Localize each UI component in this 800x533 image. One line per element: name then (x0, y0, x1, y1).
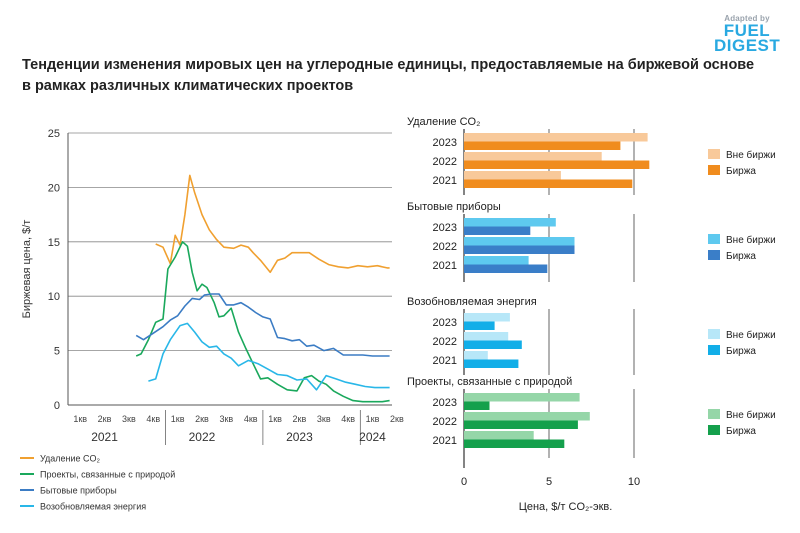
x-tick-label: 2кв (98, 414, 112, 424)
logo: Adapted by FUEL DIGEST (714, 14, 781, 55)
bar-legend-swatch (708, 345, 720, 355)
year-label: 2024 (359, 430, 386, 444)
y-tick-label: 20 (48, 182, 60, 194)
legend-label: Проекты, связанные с природой (40, 470, 175, 480)
bar-legend-label: Биржа (726, 166, 756, 177)
y-axis-label: Биржевая цена, $/т (21, 220, 33, 319)
bar-otc (464, 237, 575, 246)
bar-otc (464, 351, 488, 360)
bar-category-label: 2022 (433, 241, 457, 253)
bar-legend-label: Биржа (726, 251, 756, 262)
bar-otc (464, 152, 602, 161)
bar-exchange (464, 245, 575, 254)
bar-otc (464, 393, 580, 402)
x-tick-label: 3кв (219, 414, 233, 424)
bar-category-label: 2021 (433, 435, 457, 447)
x-tick-label: 1кв (366, 414, 380, 424)
bar-category-label: 2021 (433, 260, 457, 272)
bar-category-label: 2022 (433, 336, 457, 348)
x-tick-label: 2кв (195, 414, 209, 424)
year-label: 2021 (91, 430, 118, 444)
bar-legend-swatch (708, 165, 720, 175)
y-tick-label: 25 (48, 128, 60, 140)
bar-otc (464, 431, 534, 440)
logo-adapted-by: Adapted by (724, 14, 770, 23)
bar-category-label: 2023 (433, 317, 457, 329)
x-tick-label: 1кв (171, 414, 185, 424)
legend-label: Удаление CO₂ (40, 454, 101, 464)
x-tick-label: 1кв (73, 414, 87, 424)
x-tick-label: 4кв (341, 414, 355, 424)
series-line-1 (155, 174, 390, 274)
bar-exchange (464, 340, 522, 349)
page-title: Тенденции изменения мировых цен на углер… (22, 57, 755, 94)
bar-exchange (464, 420, 578, 429)
bar-legend-label: Биржа (726, 426, 756, 437)
bar-category-label: 2022 (433, 156, 457, 168)
logo-digest: DIGEST (714, 36, 781, 55)
legend-label: Бытовые приборы (40, 486, 117, 496)
y-tick-label: 10 (48, 291, 60, 303)
bar-legend-label: Вне биржи (726, 234, 776, 246)
bar-otc (464, 256, 529, 265)
bar-exchange (464, 401, 490, 410)
bar-category-label: 2022 (433, 416, 457, 428)
bar-otc (464, 133, 648, 142)
bar-otc (464, 412, 590, 421)
series-line-2 (135, 241, 390, 403)
bar-group-title: Возобновляемая энергия (407, 296, 537, 308)
bar-otc (464, 313, 510, 322)
bar-legend-label: Вне биржи (726, 149, 776, 161)
bar-x-axis-label: Цена, $/т CO₂-экв. (519, 501, 613, 513)
year-label: 2023 (286, 430, 313, 444)
y-tick-label: 0 (54, 400, 60, 412)
year-label: 2022 (189, 430, 216, 444)
bar-x-tick-label: 10 (628, 476, 640, 488)
bar-category-label: 2023 (433, 137, 457, 149)
bar-x-tick-label: 0 (461, 476, 467, 488)
bar-category-label: 2023 (433, 222, 457, 234)
bar-group-title: Проекты, связанные с природой (407, 376, 572, 388)
bar-exchange (464, 359, 519, 368)
bar-legend-swatch (708, 234, 720, 244)
x-tick-label: 4кв (146, 414, 160, 424)
bar-legend-swatch (708, 409, 720, 419)
bar-exchange (464, 264, 548, 273)
x-tick-label: 2кв (390, 414, 404, 424)
x-tick-label: 2кв (293, 414, 307, 424)
y-tick-label: 15 (48, 237, 60, 249)
bar-group-title: Бытовые приборы (407, 201, 501, 213)
legend-label: Возобновляемая энергия (40, 502, 146, 512)
y-tick-label: 5 (54, 346, 60, 358)
bar-legend-label: Биржа (726, 346, 756, 357)
bar-legend-swatch (708, 329, 720, 339)
bar-exchange (464, 179, 633, 188)
x-tick-label: 1кв (268, 414, 282, 424)
series-line-4 (148, 322, 390, 391)
bar-x-tick-label: 5 (546, 476, 552, 488)
bar-group-title: Удаление CO₂ (407, 116, 480, 128)
x-tick-label: 3кв (317, 414, 331, 424)
bar-legend-swatch (708, 250, 720, 260)
bar-otc (464, 332, 509, 341)
series-line-3 (135, 293, 390, 357)
bar-legend-swatch (708, 425, 720, 435)
x-tick-label: 3кв (122, 414, 136, 424)
bar-exchange (464, 160, 650, 169)
bar-category-label: 2021 (433, 355, 457, 367)
bar-exchange (464, 439, 565, 448)
bar-otc (464, 218, 556, 227)
bar-legend-label: Вне биржи (726, 409, 776, 421)
bar-category-label: 2023 (433, 397, 457, 409)
bar-category-label: 2021 (433, 175, 457, 187)
bar-legend-label: Вне биржи (726, 329, 776, 341)
bar-legend-swatch (708, 149, 720, 159)
x-tick-label: 4кв (244, 414, 258, 424)
bar-exchange (464, 321, 495, 330)
bar-otc (464, 171, 561, 180)
logo-fuel: FUEL (723, 21, 771, 40)
bar-exchange (464, 141, 621, 150)
bar-exchange (464, 226, 531, 235)
